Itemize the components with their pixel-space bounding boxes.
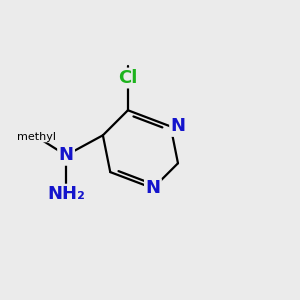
Text: N: N xyxy=(58,146,74,164)
Text: N: N xyxy=(146,179,160,197)
Text: N: N xyxy=(171,117,186,135)
Text: Cl: Cl xyxy=(118,69,138,87)
Text: methyl: methyl xyxy=(17,132,56,142)
Text: NH₂: NH₂ xyxy=(47,185,85,203)
